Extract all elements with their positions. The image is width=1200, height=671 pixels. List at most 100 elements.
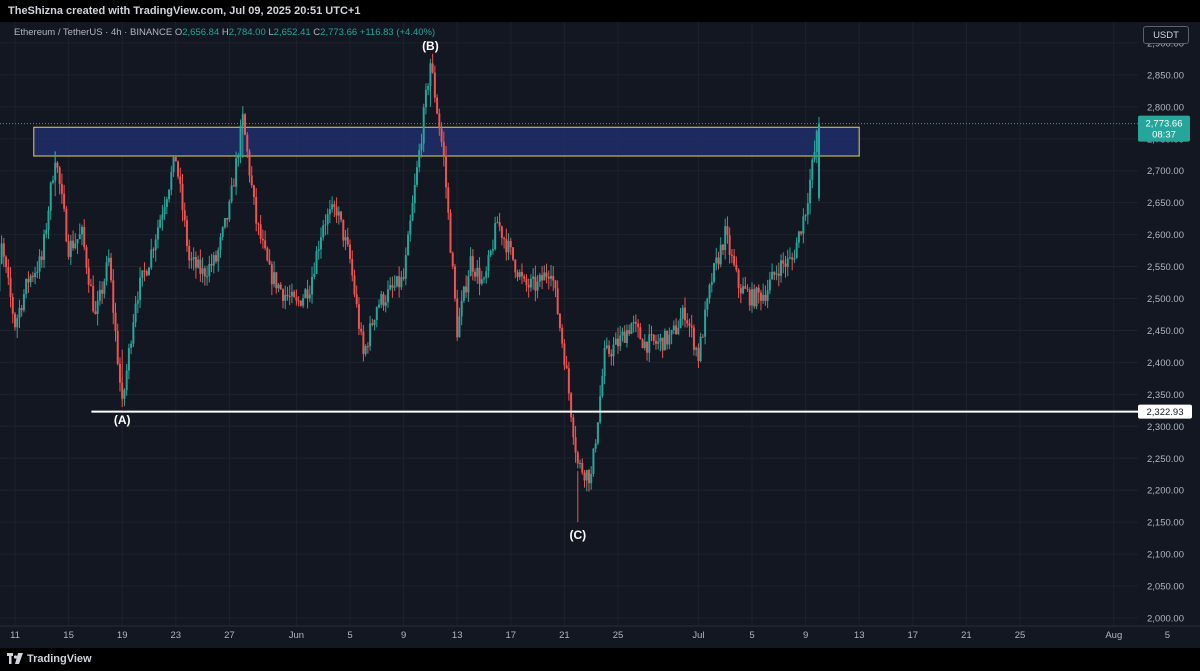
candle [800,230,803,236]
price-chart[interactable]: (A)(B)(C)2,900.002,850.002,800.002,750.0… [0,22,1200,648]
candle-body [67,241,70,257]
candle [230,177,233,204]
candle [65,205,68,243]
candle [156,219,159,249]
candle-body [72,240,75,249]
candle-body [230,185,233,202]
candle [766,279,769,309]
candle [226,217,229,228]
candle-body [554,280,557,289]
candle [670,329,673,345]
candle [51,175,54,185]
candle-body [51,180,54,183]
candle [543,265,546,281]
candle-body [20,308,23,311]
candle [244,113,247,136]
candle-body [681,307,684,319]
candle [270,261,273,296]
candle [311,266,314,304]
candle [342,219,345,248]
candle [436,94,439,115]
candle [369,315,372,351]
candle [483,276,485,284]
candle [282,288,284,309]
candle-body [690,325,693,328]
candle [194,251,197,279]
brand-bar: TradingView [0,648,1200,671]
candle [409,214,412,242]
candle-body [630,323,633,334]
candle-body [762,294,765,301]
candle [570,391,573,422]
candle [654,334,657,350]
candle-body [123,390,126,399]
candle-body [221,227,224,237]
candle-body [264,240,267,249]
candle [601,368,604,398]
candle [49,181,52,221]
candle-body [574,437,577,453]
candle [2,238,5,268]
candle-body [331,204,334,210]
candle [22,289,25,313]
candle-body [148,267,150,276]
candle [25,278,28,299]
wave-label-c: (C) [569,528,586,542]
candle [460,290,463,326]
candle [411,195,414,222]
candle [60,173,63,204]
candle-body [487,255,490,272]
candle [480,270,483,286]
candle-body [474,271,477,277]
last-price-label: 2,773.66 [1146,119,1183,130]
author-bar: TheShizna created with TradingView.com, … [0,0,1200,22]
candle [634,314,637,333]
candle-body [773,271,776,275]
candle-body [458,316,461,338]
candle [20,304,23,317]
countdown-label: 08:37 [1152,130,1176,141]
candle-body [373,320,376,325]
candle-body [663,330,666,351]
candle [378,299,381,309]
currency-button[interactable]: USDT [1143,26,1189,44]
candle [47,206,50,239]
candle-body [764,294,767,301]
candle-body [150,249,153,268]
candle-body [295,296,298,301]
candle-body [382,294,385,306]
symbol-title[interactable]: Ethereum / TetherUS · 4h · BINANCE [14,27,173,38]
candle-body [427,85,430,90]
candle [619,325,622,351]
wave-label-b: (B) [422,39,439,53]
candle-body [386,289,389,303]
candle [773,271,776,281]
candle-body [570,393,573,418]
candle-body [395,276,398,287]
candle-body [118,363,121,383]
chart-area[interactable]: (A)(B)(C)2,900.002,850.002,800.002,750.0… [0,22,1200,648]
candle-body [210,263,213,266]
time-tick-label: Jun [289,630,304,641]
candle [192,247,195,271]
candle-body [31,275,34,278]
low-value: 2,652.41 [273,27,311,38]
candle-body [223,218,226,228]
candle [114,302,117,342]
candle [815,129,818,164]
candle-body [692,327,695,350]
price-tick-label: 2,500.00 [1147,294,1184,305]
candle [210,253,213,272]
candle [284,285,287,310]
candle [545,263,548,284]
candle [279,281,282,290]
candle [657,334,660,350]
candle [94,301,97,315]
candle-body [0,243,3,264]
candle [174,156,177,162]
candle [558,312,561,332]
candle-body [185,220,188,247]
high-value: 2,784.00 [228,27,266,38]
candle-body [612,344,615,357]
candle-body [534,276,537,291]
